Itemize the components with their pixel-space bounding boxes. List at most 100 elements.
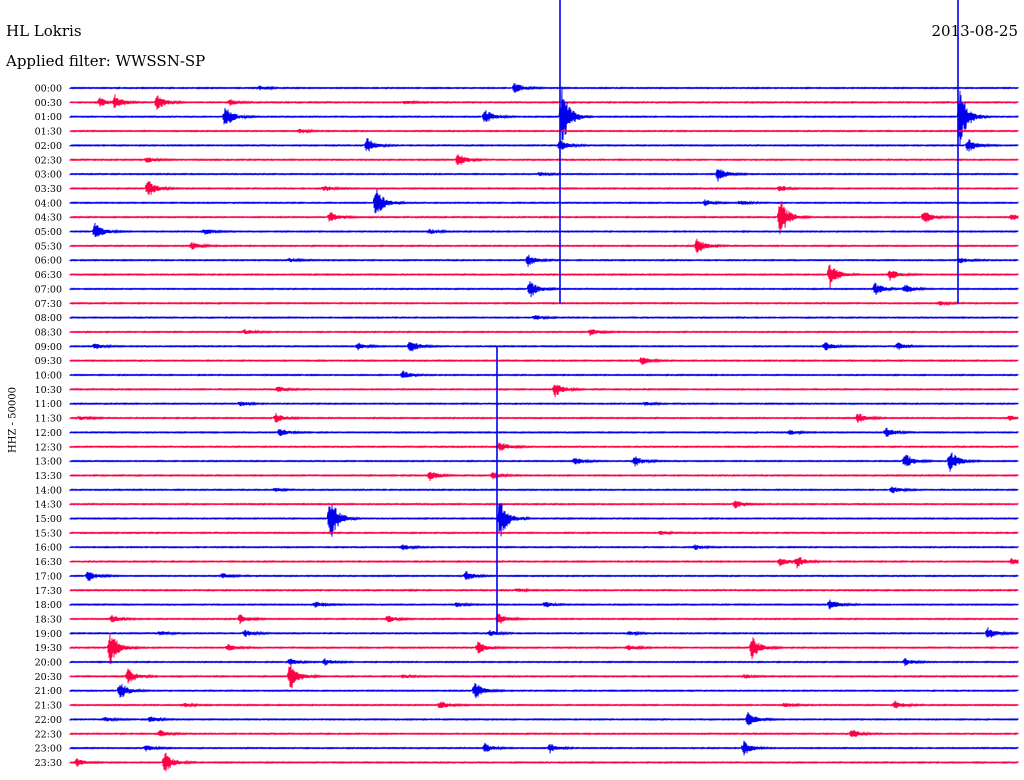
- trace-2300: [69, 740, 1019, 756]
- trace-0330: [69, 181, 1019, 195]
- trace-1500: [69, 503, 1019, 537]
- row-time-label: 18:00: [35, 600, 62, 611]
- trace-0830: [69, 328, 1019, 336]
- row-time-label: 08:30: [35, 327, 62, 338]
- trace-0600: [69, 254, 1019, 267]
- trace-2100: [69, 682, 1019, 699]
- row-time-label: 07:00: [35, 284, 62, 295]
- row-time-label: 21:30: [35, 701, 62, 712]
- row-time-label: 17:30: [35, 586, 62, 597]
- trace-2330: [69, 752, 1019, 772]
- trace-0130: [69, 128, 1019, 134]
- row-time-label: 04:00: [35, 198, 62, 209]
- filter-label: Applied filter: WWSSN-SP: [6, 52, 206, 70]
- row-time-label: 16:00: [35, 543, 62, 554]
- row-time-label: 01:00: [35, 112, 62, 123]
- row-time-label: 05:00: [35, 227, 62, 238]
- trace-1700: [69, 571, 1019, 581]
- trace-2000: [69, 658, 1019, 667]
- row-time-label: 08:00: [35, 313, 62, 324]
- row-time-label: 04:30: [35, 213, 62, 224]
- row-time-label: 23:00: [35, 744, 62, 755]
- trace-0500: [69, 222, 1019, 237]
- trace-0000: [69, 83, 1019, 94]
- row-time-label: 09:00: [35, 342, 62, 353]
- trace-1030: [69, 384, 1019, 398]
- row-time-label: 16:30: [35, 557, 62, 568]
- row-time-label: 03:00: [35, 170, 62, 181]
- row-time-label: 19:30: [35, 643, 62, 654]
- row-time-label: 01:30: [35, 127, 62, 138]
- trace-2230: [69, 729, 1019, 738]
- trace-1100: [69, 401, 1019, 407]
- trace-1000: [69, 370, 1019, 379]
- trace-2030: [69, 663, 1019, 689]
- row-time-label: 13:00: [35, 457, 62, 468]
- row-time-label: 00:00: [35, 84, 62, 95]
- trace-0300: [69, 169, 1019, 182]
- row-time-label: 09:30: [35, 356, 62, 367]
- trace-1230: [69, 442, 1019, 451]
- trace-1600: [69, 544, 1019, 551]
- row-time-label: 18:30: [35, 614, 62, 625]
- trace-2200: [69, 711, 1019, 726]
- row-time-label: 10:30: [35, 385, 62, 396]
- trace-0700: [69, 281, 1019, 298]
- row-time-label: 10:00: [35, 371, 62, 382]
- trace-1330: [69, 471, 1019, 481]
- row-time-label: 22:30: [35, 729, 62, 740]
- trace-0730: [69, 300, 1019, 307]
- row-time-label: 00:30: [35, 98, 62, 109]
- row-time-label: 14:30: [35, 500, 62, 511]
- trace-0200: [69, 138, 1019, 152]
- row-time-label: 20:00: [35, 658, 62, 669]
- trace-1730: [69, 587, 1019, 593]
- trace-1930: [69, 633, 1019, 665]
- trace-1630: [69, 556, 1019, 569]
- trace-2130: [69, 700, 1019, 709]
- row-time-label: 12:30: [35, 442, 62, 453]
- row-time-label: 15:30: [35, 528, 62, 539]
- row-time-label: 22:00: [35, 715, 62, 726]
- trace-1130: [69, 412, 1019, 424]
- row-time-label: 23:30: [35, 758, 62, 769]
- trace-1900: [69, 627, 1019, 638]
- row-time-label: 02:00: [35, 141, 62, 152]
- row-time-label: 06:30: [35, 270, 62, 281]
- trace-1800: [69, 599, 1019, 610]
- row-time-label: 21:00: [35, 686, 62, 697]
- trace-0630: [69, 264, 1019, 289]
- trace-1200: [69, 427, 1019, 437]
- trace-0430: [69, 200, 1019, 235]
- trace-0030: [69, 94, 1019, 111]
- trace-0530: [69, 238, 1019, 254]
- row-time-label: 13:30: [35, 471, 62, 482]
- row-time-label: 07:30: [35, 299, 62, 310]
- trace-1300: [69, 452, 1019, 472]
- row-time-label: 05:30: [35, 241, 62, 252]
- trace-1430: [69, 500, 1019, 509]
- row-time-label: 03:30: [35, 184, 62, 195]
- row-time-label: 06:00: [35, 256, 62, 267]
- trace-1830: [69, 613, 1019, 625]
- station-title: HL Lokris: [6, 22, 82, 40]
- trace-1530: [69, 530, 1019, 536]
- trace-0400: [69, 189, 1019, 214]
- row-time-label: 14:00: [35, 485, 62, 496]
- row-time-label: 15:00: [35, 514, 62, 525]
- date-label: 2013-08-25: [931, 22, 1018, 40]
- row-time-label: 11:30: [35, 414, 62, 425]
- row-time-label: 19:00: [35, 629, 62, 640]
- row-time-label: 17:00: [35, 571, 62, 582]
- row-time-label: 12:00: [35, 428, 62, 439]
- row-time-label: 11:00: [35, 399, 62, 410]
- trace-0900: [69, 342, 1019, 352]
- trace-0230: [69, 154, 1019, 166]
- trace-1400: [69, 486, 1019, 494]
- trace-0800: [69, 314, 1019, 321]
- trace-0930: [69, 357, 1019, 365]
- row-time-label: 20:30: [35, 672, 62, 683]
- trace-0100: [69, 86, 1019, 147]
- row-time-label: 02:30: [35, 155, 62, 166]
